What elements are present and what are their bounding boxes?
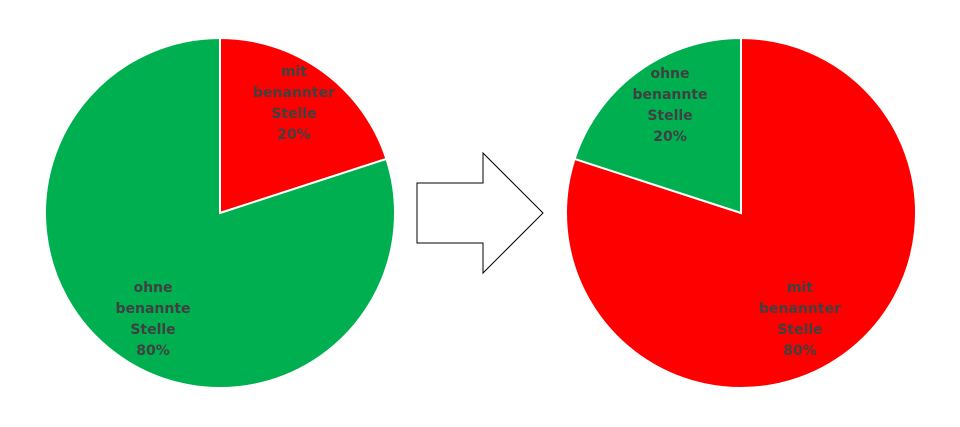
- slice-label-ohne: ohne benannte Stelle 20%: [632, 66, 707, 145]
- pie-slice-ohne: [573, 36, 742, 215]
- slice-label-line: mit: [281, 64, 307, 80]
- slice-label-line: benannte: [632, 87, 707, 103]
- slice-label-line: Stelle: [271, 106, 316, 122]
- slice-label-line: 20%: [277, 127, 311, 143]
- slice-label-line: benannter: [759, 301, 841, 317]
- pie-slice-mit: [219, 36, 388, 215]
- slice-label-line: benannter: [253, 85, 335, 101]
- slice-label-line: 80%: [136, 343, 170, 359]
- pie-chart-after: mit benannter Stelle 80% ohne benannte Stelle 2…: [565, 36, 918, 389]
- slice-label-line: Stelle: [777, 322, 822, 338]
- slice-label-line: mit: [787, 280, 813, 296]
- slice-label-line: 20%: [653, 129, 687, 145]
- right-arrow-icon: [416, 151, 544, 275]
- slice-label-line: 80%: [783, 343, 817, 359]
- slice-label-line: Stelle: [130, 322, 175, 338]
- slice-label-ohne: ohne benannte Stelle 80%: [115, 280, 190, 359]
- slice-label-line: ohne: [133, 280, 172, 296]
- slice-label-mit: mit benannter Stelle 80%: [759, 280, 841, 359]
- slice-label-line: Stelle: [647, 108, 692, 124]
- pie-chart-before: mit benannter Stelle 20% ohne benannte Stelle 8…: [43, 36, 396, 389]
- slice-label-line: benannte: [115, 301, 190, 317]
- slice-label-mit: mit benannter Stelle 20%: [253, 64, 335, 143]
- pie-slice-ohne: [43, 36, 396, 389]
- slice-label-line: ohne: [650, 66, 689, 82]
